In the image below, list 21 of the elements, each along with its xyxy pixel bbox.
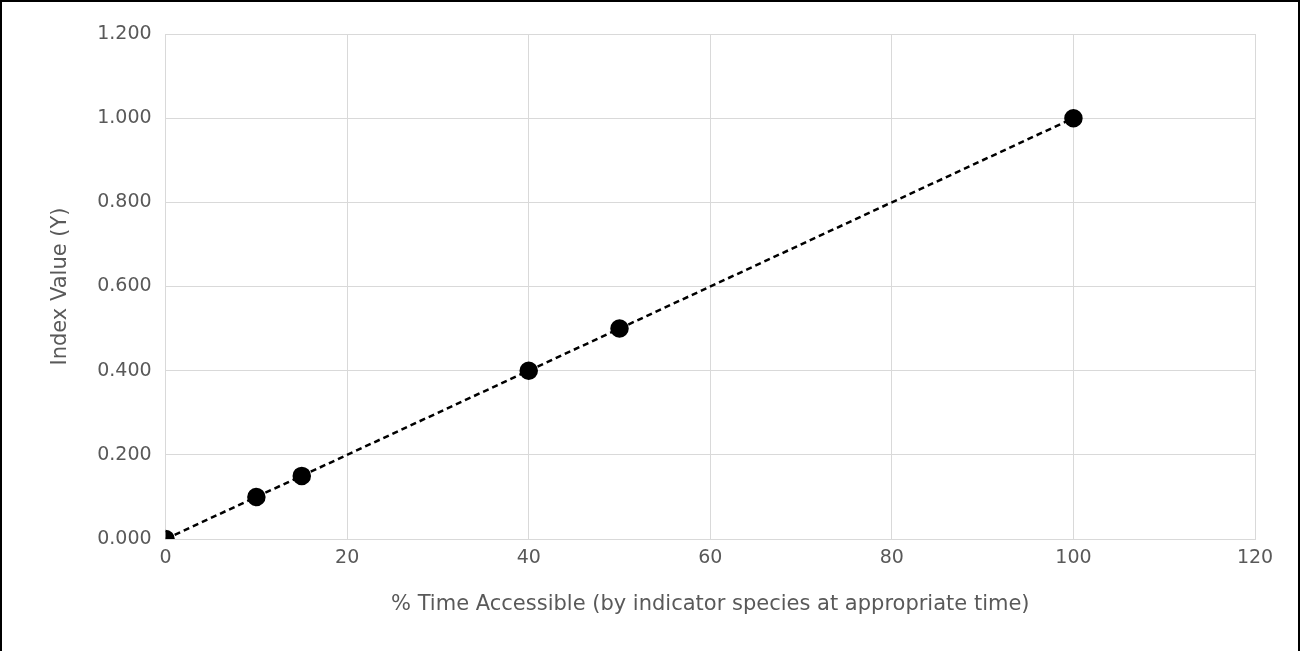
y-tick-label: 0.200 bbox=[97, 441, 152, 464]
x-tick-label: 20 bbox=[335, 545, 360, 568]
y-tick-label: 0.800 bbox=[97, 189, 152, 212]
x-tick-label: 120 bbox=[1236, 545, 1274, 568]
y-tick-label: 0.000 bbox=[97, 525, 152, 548]
y-tick-label: 1.200 bbox=[97, 20, 152, 43]
y-tick-label: 1.000 bbox=[97, 105, 152, 128]
point bbox=[1064, 108, 1083, 128]
x-axis-title: % Time Accessible (by indicator species at appropriate time) bbox=[391, 590, 1030, 615]
y-tick-label: 0.600 bbox=[97, 273, 152, 296]
x-tick-label: 80 bbox=[879, 545, 904, 568]
x-tick-label: 100 bbox=[1055, 545, 1092, 568]
x-tick-label: 60 bbox=[698, 545, 723, 568]
x-tick-label: 0 bbox=[159, 545, 172, 568]
point bbox=[247, 487, 266, 507]
point bbox=[610, 319, 629, 338]
point bbox=[292, 466, 312, 486]
point bbox=[519, 361, 538, 380]
y-tick-label: 0.400 bbox=[97, 357, 152, 380]
x-tick-label: 40 bbox=[516, 545, 541, 568]
y-axis-title: Index Value (Y) bbox=[47, 207, 72, 366]
